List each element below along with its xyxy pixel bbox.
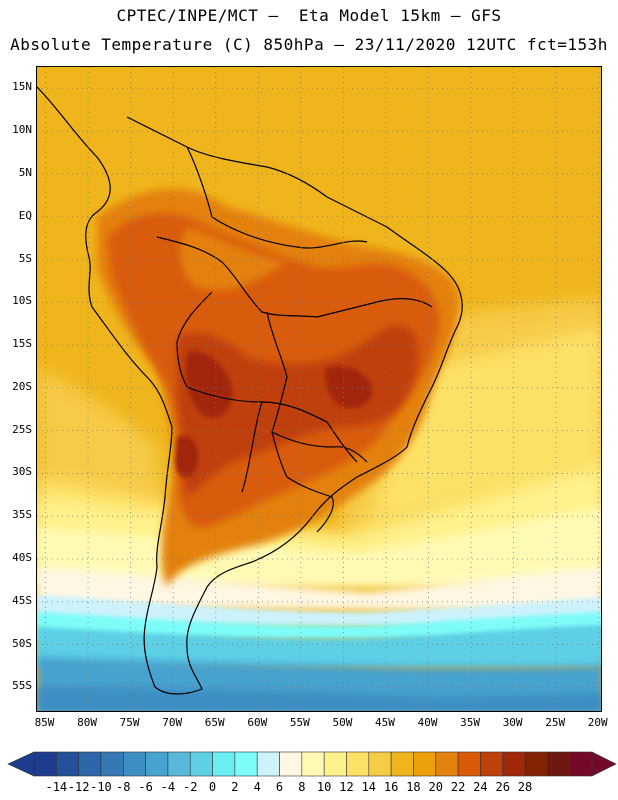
colorbar-tick-label: -2 [183, 780, 198, 794]
coastline [37, 86, 463, 695]
colorbar-swatch [256, 751, 280, 777]
temperature-band-24-hotspot-2 [175, 436, 199, 478]
longitude-tick-label: 45W [375, 716, 395, 729]
colorbar-swatch [547, 751, 570, 777]
colorbar-swatch [122, 751, 146, 777]
colorbar-tick-label: 10 [316, 780, 332, 794]
temperature-band-6 [37, 595, 601, 627]
colorbar-tick-label: 0 [208, 780, 217, 794]
latitude-tick-label: 20S [12, 379, 32, 393]
colorbar-tick-label: 28 [517, 780, 533, 794]
longitude-tick-label: 70W [162, 716, 183, 729]
colorbar-tick-label: 12 [339, 780, 354, 794]
colorbar-swatch [524, 751, 548, 777]
colorbar-tick-label: 14 [361, 780, 377, 794]
latitude-tick-label: 15S [12, 337, 32, 351]
colorbar-upper-extension [591, 751, 617, 777]
latitude-tick-label: EQ [18, 208, 32, 222]
temperature-band-4 [37, 612, 601, 639]
latitude-tick-label: 45S [12, 593, 32, 607]
longitude-tick-label: 35W [460, 716, 480, 729]
latitude-tick-label: 55S [12, 679, 32, 693]
colorbar-swatch [323, 751, 347, 777]
colorbar-swatch [100, 751, 124, 777]
longitude-tick-label: 20W [587, 716, 608, 729]
longitude-tick-label: 75W [119, 716, 140, 729]
longitude-tick-label: 50W [332, 716, 353, 729]
colorbar-swatch [145, 751, 169, 777]
colorbar-swatch [413, 751, 437, 777]
colorbar-swatch [167, 751, 191, 777]
colorbar-swatch [212, 751, 236, 777]
colorbar-swatch [502, 751, 526, 777]
latitude-tick-label: 40S [12, 550, 32, 564]
map-panel [36, 66, 602, 712]
latitude-tick-label: 15N [12, 80, 32, 94]
colorbar-tick-label: 8 [298, 780, 306, 794]
temperature-band-24-hotspot [185, 351, 233, 418]
temperature-map [37, 67, 601, 711]
colorbar-swatch [457, 751, 481, 777]
latitude-tick-label: 50S [12, 636, 32, 650]
latitude-tick-label: 10N [12, 123, 32, 137]
latitude-tick-label: 25S [12, 422, 32, 436]
longitude-tick-label: 25W [545, 716, 566, 729]
colorbar-swatch [301, 751, 325, 777]
colorbar-swatch [56, 751, 79, 777]
temperature-band-2 [37, 625, 601, 667]
colorbar-lower-extension [7, 751, 35, 777]
latitude-tick-label: 5N [18, 165, 32, 179]
chart-title: CPTEC/INPE/MCT – Eta Model 15km – GFS [116, 6, 502, 25]
longitude-tick-label: 55W [289, 716, 310, 729]
colorbar-tick-label: -10 [90, 780, 112, 794]
temperature-band-18-amazon [180, 227, 287, 291]
colorbar-tick-label: -6 [138, 780, 153, 794]
colorbar-tick-label: 2 [231, 780, 239, 794]
colorbar-swatch [569, 751, 593, 777]
colorbar-tick-label: -8 [116, 780, 131, 794]
colorbar-swatch [346, 751, 370, 777]
colorbar-tick-label: 20 [428, 780, 443, 794]
colorbar-swatch [435, 751, 459, 777]
colorbar-tick-label: 26 [495, 780, 510, 794]
colorbar-swatch [390, 751, 414, 777]
temperature-band-minus2 [37, 687, 601, 711]
temperature-band-8-south [37, 567, 601, 612]
temperature-band-22-continent [177, 324, 419, 497]
colorbar-swatch [234, 751, 258, 777]
latitude-tick-label: 5S [18, 251, 32, 265]
colorbar-tick-label: 24 [473, 780, 488, 794]
colorbar-swatch [480, 751, 504, 777]
colorbar-tick-label: 18 [406, 780, 421, 794]
longitude-tick-label: 60W [247, 716, 268, 729]
longitude-tick-label: 80W [77, 716, 97, 729]
colorbar-tick-label: -14 [45, 780, 68, 794]
colorbar-swatch [279, 751, 303, 777]
colorbar-tick-label: 6 [275, 780, 284, 794]
colorbar-swatch [189, 751, 213, 777]
colorbar [7, 751, 617, 777]
colorbar-tick-label: 22 [450, 780, 466, 794]
latitude-tick-label: 30S [12, 465, 32, 479]
colorbar-tick-label: 16 [383, 780, 399, 794]
temperature-band-24-hotspot-3 [325, 365, 373, 409]
latitude-tick-label: 35S [12, 508, 32, 522]
colorbar-tick-label: 4 [253, 780, 261, 794]
longitude-tick-label: 65W [204, 716, 225, 729]
colorbar-swatch [368, 751, 392, 777]
longitude-tick-label: 30W [502, 716, 523, 729]
longitude-tick-label: 85W [34, 716, 55, 729]
colorbar-swatch [33, 751, 57, 777]
latitude-tick-label: 10S [12, 294, 32, 308]
chart-subtitle: Absolute Temperature (C) 850hPa – 23/11/… [10, 35, 608, 54]
colorbar-swatch [78, 751, 102, 777]
colorbar-tick-label: -12 [67, 780, 90, 794]
longitude-tick-label: 40W [417, 716, 438, 729]
colorbar-tick-label: -4 [160, 780, 176, 794]
